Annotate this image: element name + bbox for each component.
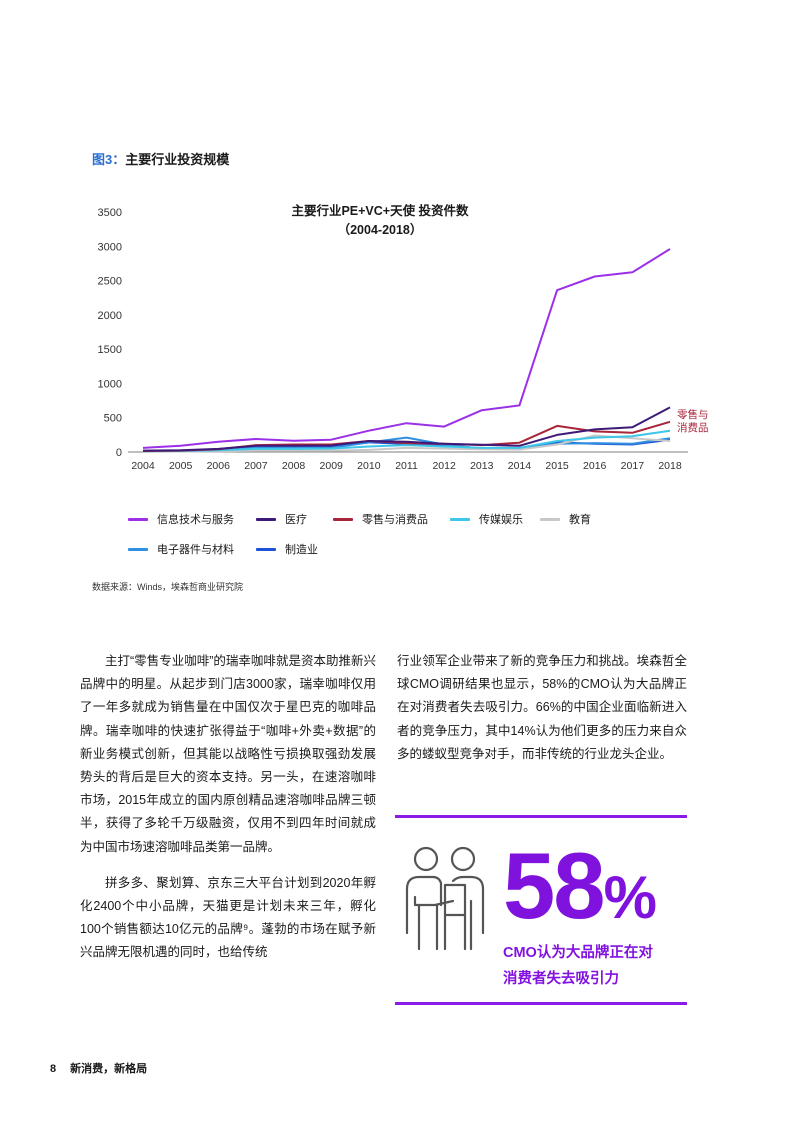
stat-caption-line-1: CMO认为大品牌正在对 xyxy=(503,945,653,961)
chart-title: 主要行业PE+VC+天使 投资件数 （2004-2018） xyxy=(230,202,530,240)
legend-item: 电子器件与材料 xyxy=(128,541,234,557)
legend-label: 医疗 xyxy=(285,514,307,526)
series-line xyxy=(142,429,671,453)
page-footer: 8 新消费，新格局 xyxy=(50,1060,147,1076)
legend-item: 零售与消费品 xyxy=(333,511,428,527)
body-column-left: 主打“零售专业咖啡”的瑞幸咖啡就是资本助推新兴品牌中的明星。从起步到门店3000… xyxy=(80,650,376,965)
y-tick-label: 3500 xyxy=(98,207,122,219)
chart-title-sub: （2004-2018） xyxy=(337,223,423,237)
legend-swatch xyxy=(450,517,470,521)
legend-swatch xyxy=(128,547,148,551)
stat-callout: 58% CMO认为大品牌正在对 消费者失去吸引力 xyxy=(395,815,687,1005)
x-tick-label: 2017 xyxy=(621,460,645,472)
stat-percent: % xyxy=(603,864,657,931)
legend-swatch xyxy=(540,517,560,521)
data-source: 数据来源：Winds，埃森哲商业研究院 xyxy=(92,582,244,592)
paragraph-3: 行业领军企业带来了新的竞争压力和挑战。埃森哲全球CMO调研结果也显示，58%的C… xyxy=(397,654,687,761)
legend-swatch xyxy=(256,517,276,521)
x-tick-label: 2007 xyxy=(244,460,268,472)
series-lines xyxy=(142,248,671,453)
stat-number: 58% xyxy=(503,833,657,938)
legend-swatch xyxy=(333,517,353,521)
legend-label: 教育 xyxy=(569,514,591,526)
stat-caption-line-2: 消费者失去吸引力 xyxy=(503,971,619,987)
x-tick-label: 2005 xyxy=(169,460,193,472)
y-tick-label: 0 xyxy=(116,447,122,459)
legend-label: 制造业 xyxy=(285,544,318,556)
x-tick-label: 2014 xyxy=(508,460,532,472)
chart-title-main: 主要行业PE+VC+天使 投资件数 xyxy=(291,204,469,218)
people-presentation-icon xyxy=(405,846,485,951)
legend-label: 电子器件与材料 xyxy=(157,544,234,556)
stat-caption: CMO认为大品牌正在对 消费者失去吸引力 xyxy=(503,940,653,992)
y-tick-label: 2000 xyxy=(98,310,122,322)
y-tick-label: 1500 xyxy=(98,344,122,356)
y-axis: 0 500 1000 1500 2000 2500 3000 3500 xyxy=(98,207,122,459)
x-tick-label: 2010 xyxy=(357,460,381,472)
x-tick-label: 2011 xyxy=(395,460,418,472)
x-tick-label: 2009 xyxy=(320,460,344,472)
figure-number: 图3： xyxy=(92,152,126,167)
figure-caption: 主要行业投资规模 xyxy=(125,152,230,167)
legend-item: 教育 xyxy=(540,511,591,527)
legend-label: 信息技术与服务 xyxy=(157,514,234,526)
legend-item: 医疗 xyxy=(256,511,307,527)
legend-item: 传媒娱乐 xyxy=(450,511,523,527)
x-tick-label: 2006 xyxy=(207,460,231,472)
x-tick-label: 2004 xyxy=(131,460,155,472)
y-tick-label: 1000 xyxy=(98,378,122,390)
annotation-line-1: 零售与 xyxy=(677,408,709,421)
series-line xyxy=(142,406,671,452)
x-tick-label: 2018 xyxy=(658,460,682,472)
y-tick-label: 500 xyxy=(104,413,122,425)
x-tick-label: 2013 xyxy=(470,460,494,472)
legend-item: 制造业 xyxy=(256,541,318,557)
body-column-right: 行业领军企业带来了新的竞争压力和挑战。埃森哲全球CMO调研结果也显示，58%的C… xyxy=(397,650,687,766)
legend-label: 传媒娱乐 xyxy=(479,514,523,526)
y-tick-label: 2500 xyxy=(98,276,122,288)
page-number: 8 xyxy=(50,1063,57,1075)
x-tick-label: 2016 xyxy=(583,460,607,472)
figure-title: 图3：主要行业投资规模 xyxy=(92,149,229,168)
paragraph-2: 拼多多、聚划算、京东三大平台计划到2020年孵化2400个中小品牌，天猫更是计划… xyxy=(80,875,376,960)
legend-swatch xyxy=(256,547,276,551)
x-axis: 2004 2005 2006 2007 2008 2009 2010 2011 2012 2013… xyxy=(131,460,682,472)
paragraph-1: 主打“零售专业咖啡”的瑞幸咖啡就是资本助推新兴品牌中的明星。从起步到门店3000… xyxy=(80,654,376,854)
legend-swatch xyxy=(128,517,148,521)
x-tick-label: 2012 xyxy=(432,460,456,472)
x-tick-label: 2008 xyxy=(282,460,306,472)
publication-title: 新消费，新格局 xyxy=(70,1063,148,1075)
x-tick-label: 2015 xyxy=(545,460,569,472)
y-tick-label: 3000 xyxy=(98,241,122,253)
legend-item: 信息技术与服务 xyxy=(128,511,234,527)
series-line xyxy=(142,248,671,449)
annotation-line-2: 消费品 xyxy=(677,421,709,434)
legend-label: 零售与消费品 xyxy=(362,514,428,526)
